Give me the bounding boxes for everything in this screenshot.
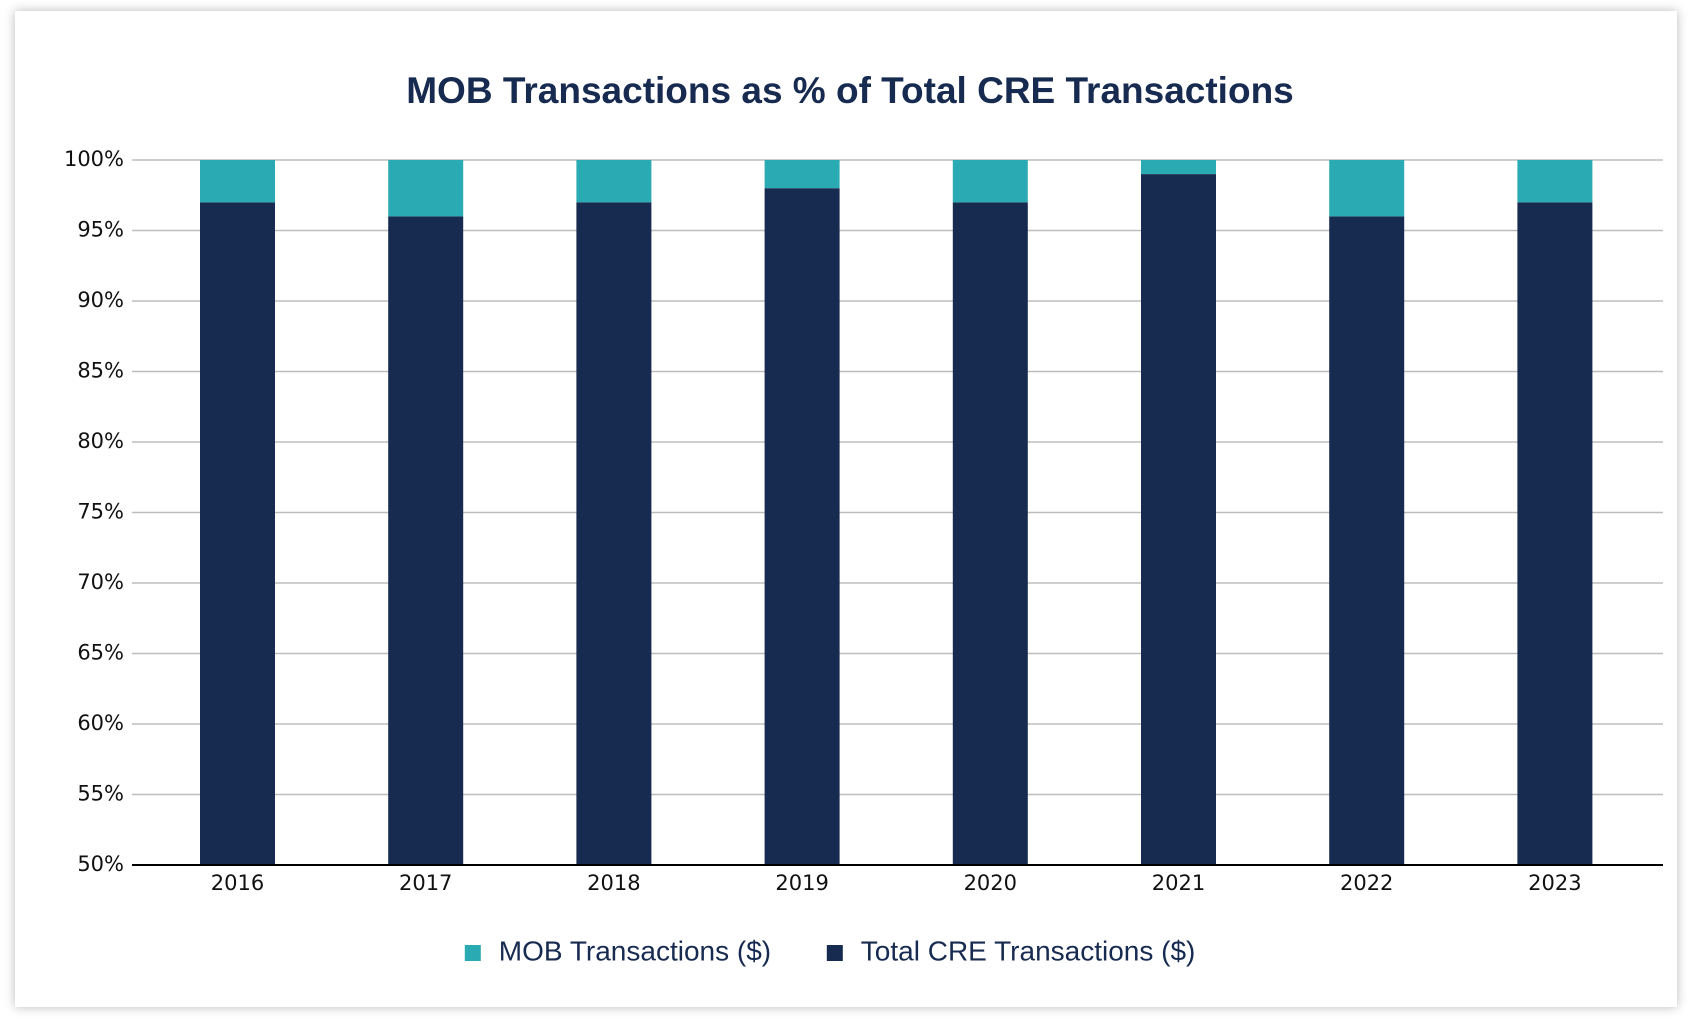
bar-segment xyxy=(388,160,464,217)
legend-label: MOB Transactions ($) xyxy=(499,935,771,966)
x-tick-label: 2018 xyxy=(587,871,640,895)
bar-segment xyxy=(1329,216,1405,865)
bar-segment xyxy=(1329,160,1405,217)
legend-swatch xyxy=(464,945,481,961)
bar-segment xyxy=(764,160,840,189)
bar-segment xyxy=(576,160,652,203)
bar-segment xyxy=(1517,160,1593,203)
y-tick-label: 70% xyxy=(77,570,124,594)
bar-segment xyxy=(764,188,840,865)
y-tick-label: 80% xyxy=(77,429,124,453)
bar-segment xyxy=(952,202,1028,866)
y-tick-label: 65% xyxy=(77,641,124,665)
bar-segment xyxy=(388,216,464,865)
x-tick-label: 2017 xyxy=(399,871,452,895)
bar-segment xyxy=(576,202,652,866)
x-tick-label: 2019 xyxy=(775,871,828,895)
y-tick-label: 85% xyxy=(77,359,124,383)
chart-title: MOB Transactions as % of Total CRE Trans… xyxy=(406,70,1294,111)
bar-segment xyxy=(200,160,275,203)
legend-label: Total CRE Transactions ($) xyxy=(861,935,1196,966)
bar-segment xyxy=(952,160,1028,203)
x-tick-label: 2016 xyxy=(211,871,264,895)
y-tick-label: 95% xyxy=(77,218,124,242)
bar-segment xyxy=(1517,202,1593,866)
y-tick-label: 55% xyxy=(77,782,124,806)
bar-segment xyxy=(200,202,275,866)
y-tick-label: 75% xyxy=(77,500,124,524)
x-tick-label: 2021 xyxy=(1152,871,1205,895)
y-tick-label: 90% xyxy=(77,288,124,312)
x-tick-label: 2023 xyxy=(1528,871,1581,895)
x-tick-label: 2022 xyxy=(1340,871,1393,895)
legend-swatch xyxy=(826,945,843,961)
y-tick-label: 60% xyxy=(77,711,124,735)
bar-segment xyxy=(1141,174,1216,866)
y-tick-label: 100% xyxy=(64,147,124,171)
bar-segment xyxy=(1141,160,1216,175)
x-tick-label: 2020 xyxy=(964,871,1017,895)
y-tick-label: 50% xyxy=(77,852,124,876)
